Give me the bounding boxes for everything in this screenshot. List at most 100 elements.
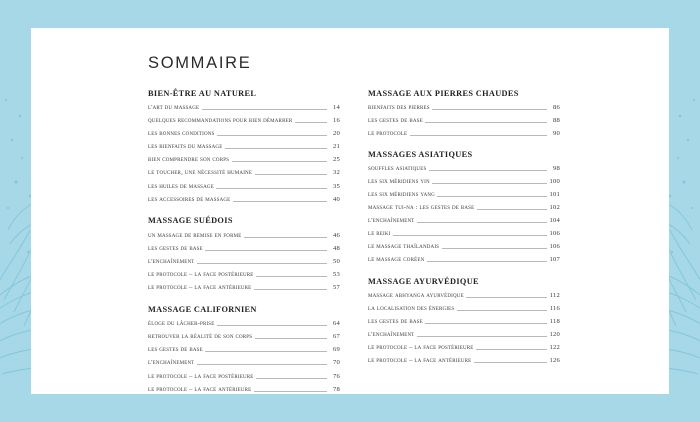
toc-entry[interactable]: La localisation des énergies 116 — [368, 305, 560, 313]
toc-entry[interactable]: Les bonnes conditions 20 — [148, 130, 340, 138]
toc-entry-page-number: 53 — [333, 271, 340, 279]
toc-entry-leader — [243, 236, 327, 238]
toc-entry-label: Les gestes de base — [148, 346, 203, 354]
toc-entry[interactable]: Les gestes de base 48 — [148, 245, 340, 253]
toc-section-heading: MASSAGES ASIATIQUES — [368, 150, 473, 160]
toc-entry-page-number: 102 — [549, 204, 560, 212]
toc-entry[interactable]: Le protocole 90 — [368, 130, 560, 138]
toc-entry-label: Quelques recommandations pour bien démar… — [148, 116, 293, 124]
toc-entry[interactable]: Les gestes de base 69 — [148, 346, 340, 354]
toc-entry-label: Massage abhyanga ayurvédique — [368, 291, 464, 299]
toc-entry-label: L'enchaînement — [368, 330, 415, 338]
toc-entry[interactable]: Bienfaits des pierres 86 — [368, 104, 560, 112]
toc-entry[interactable]: Le toucher, une nécessité humaine 32 — [148, 169, 340, 177]
toc-entry[interactable]: Les bienfaits du massage 21 — [148, 143, 340, 151]
toc-entry-leader — [476, 208, 547, 211]
toc-entry[interactable]: Les gestes de base 88 — [368, 117, 560, 125]
toc-entry-label: Les gestes de base — [368, 317, 423, 325]
toc-entry-leader — [393, 234, 547, 237]
toc-entry[interactable]: Les huiles de massage 35 — [148, 183, 340, 191]
toc-entry[interactable]: Les six méridiens yang 101 — [368, 191, 560, 199]
toc-entry-page-number: 69 — [333, 346, 340, 354]
toc-entry-page-number: 70 — [333, 359, 340, 367]
toc-entry-page-number: 116 — [549, 304, 560, 312]
toc-entry-leader — [254, 173, 327, 176]
toc-entry[interactable]: Massage abhyanga ayurvédique 112 — [368, 292, 560, 300]
toc-entry-page-number: 78 — [333, 385, 340, 393]
toc-entry-leader — [425, 121, 547, 123]
toc-entry-leader — [201, 108, 327, 110]
toc-entry-label: Le protocole – la face antérieure — [368, 356, 472, 364]
toc-entry[interactable]: Le massage coréen 107 — [368, 256, 560, 264]
toc-entry-page-number: 21 — [333, 143, 340, 151]
toc-entry[interactable]: Massage tui-na : les gestes de base 102 — [368, 204, 560, 212]
toc-entry[interactable]: Le protocole – la face postérieure 53 — [148, 271, 340, 279]
toc-entry-label: Le protocole – la face postérieure — [368, 343, 474, 351]
toc-entry-label: Les six méridiens yin — [368, 178, 430, 186]
toc-entry-page-number: 35 — [333, 182, 340, 190]
toc-entry-label: Les huiles de massage — [148, 182, 214, 190]
toc-entry[interactable]: Les gestes de base 118 — [368, 318, 560, 326]
toc-entry-leader — [253, 390, 327, 392]
toc-entry-page-number: 104 — [549, 217, 560, 225]
toc-entry-label: Les bienfaits du massage — [148, 143, 223, 151]
toc-entry-leader — [196, 262, 327, 264]
toc-entry[interactable]: Quelques recommandations pour bien démar… — [148, 117, 340, 125]
page-title: SOMMAIRE — [148, 54, 252, 72]
toc-entry[interactable]: Le reiki 106 — [368, 230, 560, 238]
toc-entry-page-number: 25 — [333, 156, 340, 164]
toc-entry-leader — [196, 363, 327, 366]
toc-entry-leader — [217, 134, 327, 136]
toc-entry[interactable]: Souffles asiatiques 98 — [368, 165, 560, 173]
toc-entry[interactable]: Retrouver la réalité de son corps 67 — [148, 333, 340, 341]
toc-entry-label: La localisation des énergies — [368, 304, 455, 312]
toc-entry[interactable]: Le protocole – la face postérieure 122 — [368, 344, 560, 352]
toc-entry-leader — [256, 275, 327, 278]
toc-entry[interactable]: L'enchaînement 50 — [148, 258, 340, 266]
toc-section: MASSAGES ASIATIQUES Souffles asiatiques 98… — [368, 150, 560, 263]
toc-entry-label: L'enchaînement — [148, 359, 195, 367]
toc-entry-page-number: 46 — [333, 231, 340, 239]
toc-entry[interactable]: Le protocole – la face antérieure 57 — [148, 284, 340, 292]
toc-entry-leader — [294, 121, 327, 123]
toc-entry-label: Bien comprendre son corps — [148, 156, 230, 164]
toc-entry[interactable]: L'art du massage 14 — [148, 104, 340, 112]
toc-section: MASSAGE SUÉDOIS Un massage de remise en f… — [148, 216, 340, 291]
toc-entry-page-number: 126 — [549, 356, 560, 364]
toc-page: SOMMAIRE BIEN-ÊTRE AU NATUREL L'art du ma… — [31, 28, 669, 394]
toc-section-heading: MASSAGE CALIFORNIEN — [148, 304, 257, 314]
toc-entry[interactable]: L'enchaînement 70 — [148, 359, 340, 367]
toc-entry[interactable]: Le massage thaïlandais 106 — [368, 243, 560, 251]
toc-entry[interactable]: Le protocole – la face antérieure 126 — [368, 357, 560, 365]
toc-entry-label: Un massage de remise en forme — [148, 231, 242, 239]
toc-entry-leader — [432, 108, 547, 110]
toc-entry-page-number: 106 — [549, 230, 560, 238]
toc-entry[interactable]: Les six méridiens yin 100 — [368, 178, 560, 186]
toc-entry[interactable]: Le protocole – la face antérieure 78 — [148, 386, 340, 394]
toc-entry-leader — [425, 322, 547, 324]
toc-entry-page-number: 90 — [553, 129, 560, 137]
toc-entry-page-number: 14 — [333, 103, 340, 111]
toc-entry[interactable]: Éloge du lâcher-prise 64 — [148, 320, 340, 328]
toc-entry-label: L'enchaînement — [148, 257, 195, 265]
toc-entry[interactable]: Bien comprendre son corps 25 — [148, 156, 340, 164]
toc-section-heading: MASSAGE AYURVÉDIQUE — [368, 276, 479, 286]
toc-entry-label: Souffles asiatiques — [368, 165, 427, 173]
toc-entry-leader — [416, 221, 547, 224]
toc-entry[interactable]: Un massage de remise en forme 46 — [148, 232, 340, 240]
toc-entry[interactable]: L'enchaînement 104 — [368, 217, 560, 225]
toc-entry[interactable]: Les accessoires de massage 40 — [148, 196, 340, 204]
toc-entry-label: L'enchaînement — [368, 217, 415, 225]
toc-entry-leader — [426, 260, 547, 263]
toc-entry-leader — [254, 337, 327, 340]
toc-entry-label: Le toucher, une nécessité humaine — [148, 169, 253, 177]
toc-section-heading: MASSAGE AUX PIERRES CHAUDES — [368, 88, 519, 98]
toc-entry[interactable]: L'enchaînement 120 — [368, 331, 560, 339]
toc-entry-leader — [441, 247, 547, 250]
toc-entry-label: Bienfaits des pierres — [368, 103, 430, 111]
toc-entry-page-number: 86 — [553, 103, 560, 111]
toc-entry-page-number: 106 — [549, 243, 560, 251]
toc-entry[interactable]: Le protocole – la face postérieure 76 — [148, 373, 340, 381]
toc-section-heading: BIEN-ÊTRE AU NATUREL — [148, 88, 257, 98]
toc-entry-page-number: 57 — [333, 284, 340, 292]
